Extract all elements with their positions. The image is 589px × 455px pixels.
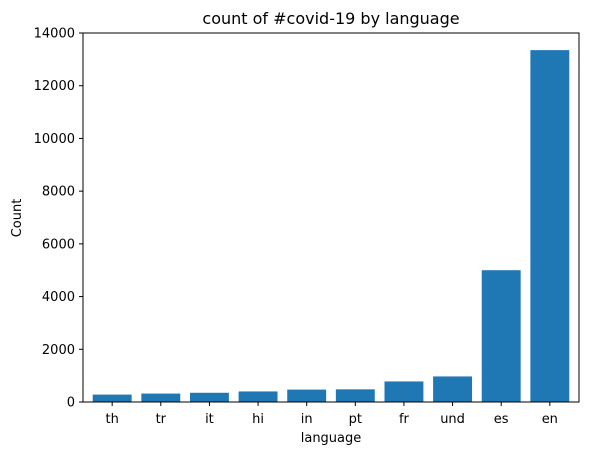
y-tick-label: 2000 bbox=[42, 343, 75, 358]
bar-it bbox=[189, 392, 229, 402]
x-tick-label: es bbox=[494, 412, 509, 427]
y-tick-label: 0 bbox=[67, 396, 75, 411]
bar-und bbox=[433, 376, 473, 402]
x-tick-label: en bbox=[542, 412, 558, 427]
x-tick-label: it bbox=[205, 412, 214, 427]
y-tick-label: 4000 bbox=[42, 290, 75, 305]
bar-en bbox=[530, 50, 570, 402]
y-tick-label: 6000 bbox=[42, 237, 75, 252]
y-tick-label: 14000 bbox=[34, 27, 75, 42]
bar-in bbox=[287, 389, 327, 402]
x-tick-label: hi bbox=[252, 412, 264, 427]
y-tick-label: 10000 bbox=[34, 132, 75, 147]
bar-fr bbox=[384, 381, 424, 402]
y-tick-label: 12000 bbox=[34, 79, 75, 94]
bar-pt bbox=[335, 389, 375, 402]
x-tick-label: th bbox=[106, 412, 119, 427]
x-tick-label: und bbox=[440, 412, 465, 427]
x-tick-label: fr bbox=[399, 412, 410, 427]
x-tick-label: in bbox=[301, 412, 313, 427]
x-axis-label: language bbox=[301, 431, 362, 446]
bar-hi bbox=[238, 391, 278, 402]
plot-frame bbox=[82, 32, 580, 403]
y-axis-ticks: 0 2000 4000 6000 8000 10000 12000 14000 bbox=[34, 27, 83, 411]
bar-tr bbox=[141, 393, 181, 402]
bar-th bbox=[92, 394, 132, 402]
bars-group bbox=[92, 50, 570, 402]
x-tick-label: tr bbox=[156, 412, 167, 427]
y-tick-label: 8000 bbox=[42, 185, 75, 200]
chart-title: count of #covid-19 by language bbox=[202, 9, 459, 28]
bar-es bbox=[481, 270, 521, 402]
x-axis-ticks: th tr it hi in pt fr und es en bbox=[106, 402, 558, 427]
y-axis-label: Count bbox=[10, 199, 25, 238]
x-tick-label: pt bbox=[349, 412, 362, 427]
